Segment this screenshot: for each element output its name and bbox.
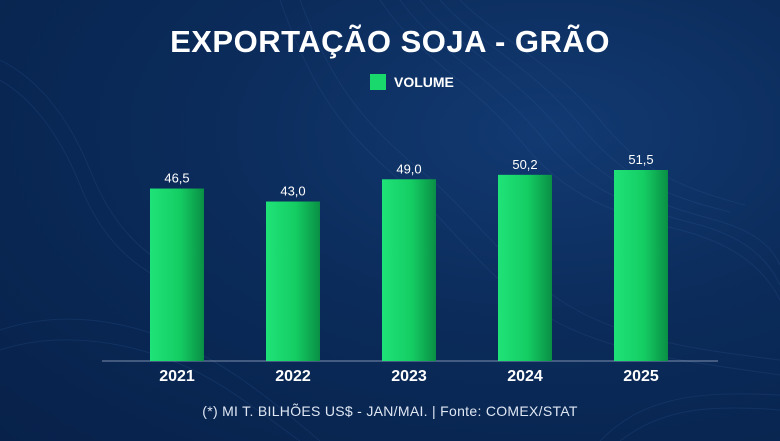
chart-legend: VOLUME: [370, 74, 454, 90]
bar-2021: [150, 188, 204, 361]
value-label-2024: 50,2: [512, 157, 537, 172]
bar-2025: [614, 170, 668, 361]
value-label-2023: 49,0: [396, 161, 421, 176]
bar-2024: [498, 174, 552, 361]
bar-2022: [266, 201, 320, 361]
bar-2023: [382, 179, 436, 361]
value-label-2021: 46,5: [164, 171, 189, 186]
x-tick-label-2023: 2023: [391, 368, 427, 385]
value-label-2025: 51,5: [628, 152, 653, 167]
footnote-source: (*) MI T. BILHÕES US$ - JAN/MAI. | Fonte…: [202, 403, 578, 419]
chart-title: EXPORTAÇÃO SOJA - GRÃO: [170, 24, 610, 59]
x-tick-label-2024: 2024: [507, 368, 543, 385]
x-tick-label-2022: 2022: [275, 368, 311, 385]
value-label-2022: 43,0: [280, 184, 305, 199]
x-tick-label-2021: 2021: [159, 368, 195, 385]
legend-label: VOLUME: [394, 74, 454, 90]
legend-swatch: [370, 74, 386, 90]
x-tick-label-2025: 2025: [623, 368, 659, 385]
